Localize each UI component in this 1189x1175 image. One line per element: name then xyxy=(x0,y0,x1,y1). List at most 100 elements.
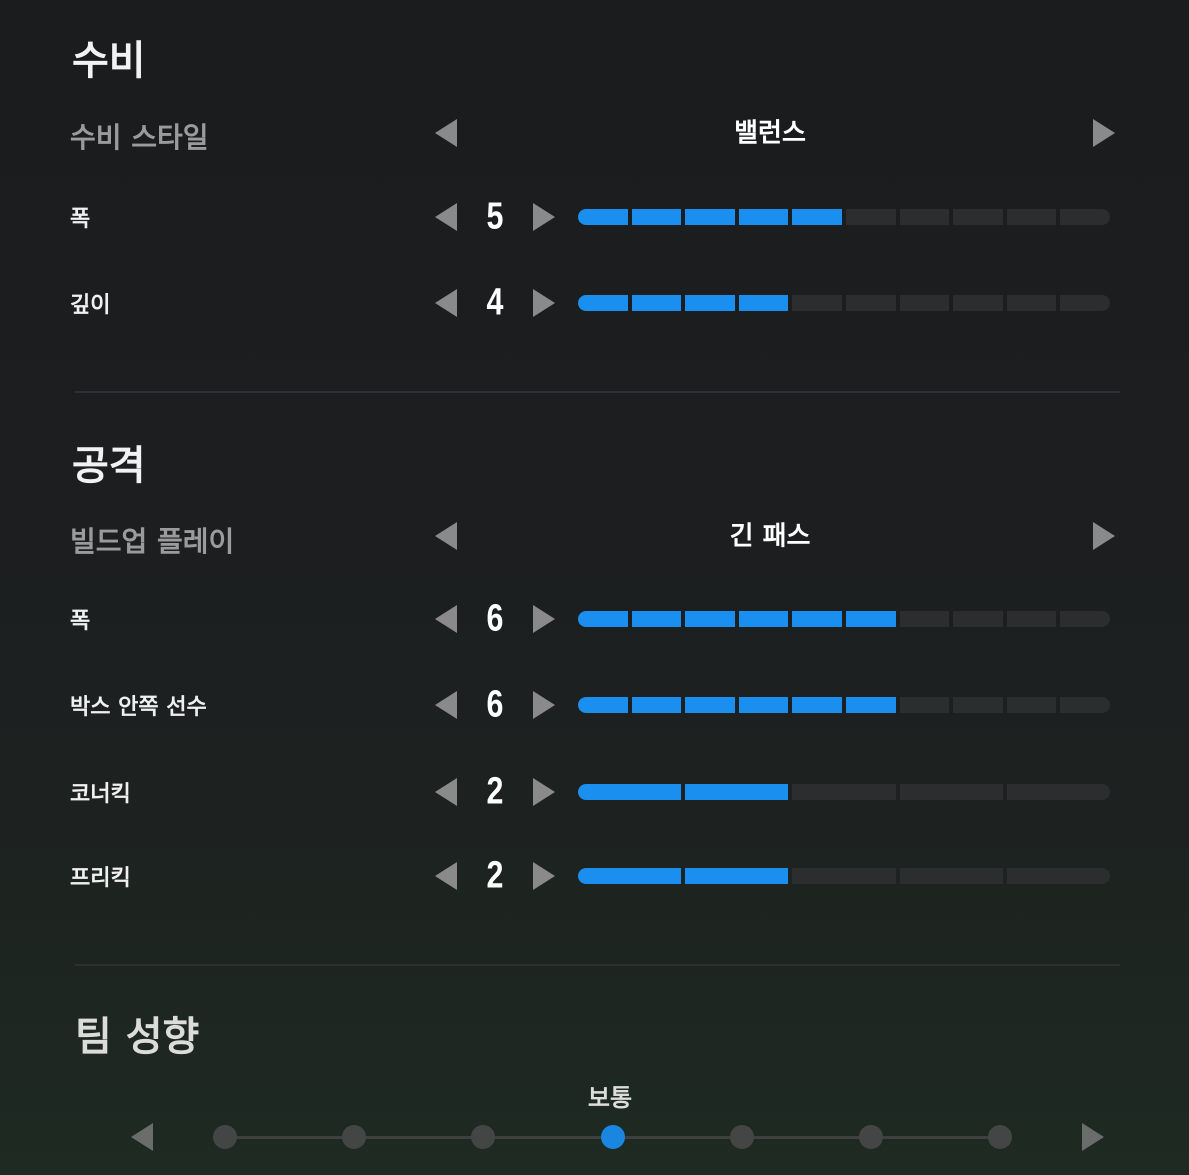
increase-arrow-icon[interactable] xyxy=(533,862,555,890)
slider-bar[interactable] xyxy=(578,697,1110,713)
slider-bar[interactable] xyxy=(578,209,1110,225)
defense-heading: 수비 xyxy=(72,38,146,84)
slider-value: 4 xyxy=(486,281,504,324)
bar-segment xyxy=(578,697,628,713)
bar-segment xyxy=(578,295,628,311)
slider-value: 5 xyxy=(486,195,504,238)
bar-segment xyxy=(1006,697,1057,713)
slider-label: 프리킥 xyxy=(70,866,131,891)
bar-segment xyxy=(792,611,842,627)
bar-segment xyxy=(953,209,1003,225)
increase-arrow-icon[interactable] xyxy=(533,691,555,719)
slider-bar[interactable] xyxy=(578,295,1110,311)
bar-segment xyxy=(845,209,896,225)
defense-style-prev-arrow-icon[interactable] xyxy=(435,119,457,147)
bar-segment xyxy=(1060,295,1110,311)
decrease-arrow-icon[interactable] xyxy=(435,778,457,806)
bar-segment xyxy=(578,784,682,800)
decrease-arrow-icon[interactable] xyxy=(435,289,457,317)
decrease-arrow-icon[interactable] xyxy=(435,203,457,231)
bar-segment xyxy=(1006,784,1111,800)
bar-segment xyxy=(899,784,1003,800)
team-slider-dot[interactable] xyxy=(729,1125,754,1149)
bar-segment xyxy=(792,697,842,713)
bar-segment xyxy=(578,611,628,627)
bar-segment xyxy=(953,611,1003,627)
bar-segment xyxy=(738,209,789,225)
attack-style-label: 빌드업 플레이 xyxy=(70,525,235,558)
bar-segment xyxy=(1006,209,1057,225)
increase-arrow-icon[interactable] xyxy=(533,289,555,317)
bar-segment xyxy=(685,784,789,800)
slider-bar[interactable] xyxy=(578,784,1111,800)
bar-segment xyxy=(1006,295,1057,311)
team-slider-dot[interactable] xyxy=(342,1125,367,1149)
bar-segment xyxy=(1060,209,1110,225)
bar-segment xyxy=(631,209,682,225)
bar-segment xyxy=(738,611,789,627)
bar-segment xyxy=(899,697,950,713)
defense-style-next-arrow-icon[interactable] xyxy=(1093,119,1115,147)
attack-style-prev-arrow-icon[interactable] xyxy=(435,522,457,550)
divider xyxy=(75,964,1120,966)
bar-segment xyxy=(899,209,950,225)
team-prev-arrow-icon[interactable] xyxy=(131,1123,153,1151)
slider-label: 폭 xyxy=(70,207,91,232)
bar-segment xyxy=(792,209,842,225)
slider-label: 코너킥 xyxy=(70,782,131,807)
slider-bar[interactable] xyxy=(578,868,1111,884)
attack-heading: 공격 xyxy=(72,443,146,489)
bar-segment xyxy=(899,295,950,311)
increase-arrow-icon[interactable] xyxy=(533,203,555,231)
bar-segment xyxy=(631,611,682,627)
bar-segment xyxy=(631,697,682,713)
slider-label: 깊이 xyxy=(70,293,111,318)
team-next-arrow-icon[interactable] xyxy=(1082,1123,1104,1151)
slider-value: 6 xyxy=(486,683,504,726)
increase-arrow-icon[interactable] xyxy=(533,778,555,806)
slider-value: 2 xyxy=(486,770,504,813)
bar-segment xyxy=(792,868,896,884)
bar-segment xyxy=(685,697,735,713)
decrease-arrow-icon[interactable] xyxy=(435,691,457,719)
bar-segment xyxy=(792,295,842,311)
defense-style-value: 밸런스 xyxy=(734,118,806,149)
team-value: 보통 xyxy=(587,1084,633,1112)
bar-segment xyxy=(953,697,1003,713)
bar-segment xyxy=(899,611,950,627)
bar-segment xyxy=(1060,697,1110,713)
slider-bar[interactable] xyxy=(578,611,1110,627)
bar-segment xyxy=(792,784,896,800)
slider-value: 6 xyxy=(486,597,504,640)
bar-segment xyxy=(845,611,896,627)
bar-segment xyxy=(631,295,682,311)
decrease-arrow-icon[interactable] xyxy=(435,862,457,890)
attack-style-value: 긴 패스 xyxy=(729,521,811,552)
bar-segment xyxy=(1060,611,1110,627)
decrease-arrow-icon[interactable] xyxy=(435,605,457,633)
bar-segment xyxy=(685,868,789,884)
slider-label: 폭 xyxy=(70,609,91,634)
bar-segment xyxy=(953,295,1003,311)
bar-segment xyxy=(685,209,735,225)
bar-segment xyxy=(738,697,789,713)
team-slider-dot[interactable] xyxy=(600,1125,625,1149)
bar-segment xyxy=(1006,868,1111,884)
team-heading: 팀 성향 xyxy=(75,1014,200,1060)
increase-arrow-icon[interactable] xyxy=(533,605,555,633)
bar-segment xyxy=(685,611,735,627)
bar-segment xyxy=(1006,611,1057,627)
attack-style-next-arrow-icon[interactable] xyxy=(1093,522,1115,550)
bar-segment xyxy=(845,697,896,713)
team-slider-dot[interactable] xyxy=(213,1125,237,1149)
defense-style-label: 수비 스타일 xyxy=(70,121,209,154)
team-slider-dot[interactable] xyxy=(471,1125,496,1149)
bar-segment xyxy=(578,868,682,884)
slider-value: 2 xyxy=(486,854,504,897)
bar-segment xyxy=(899,868,1003,884)
team-slider-dot[interactable] xyxy=(858,1125,883,1149)
bar-segment xyxy=(578,209,628,225)
bar-segment xyxy=(845,295,896,311)
bar-segment xyxy=(685,295,735,311)
team-slider-dot[interactable] xyxy=(988,1125,1012,1149)
